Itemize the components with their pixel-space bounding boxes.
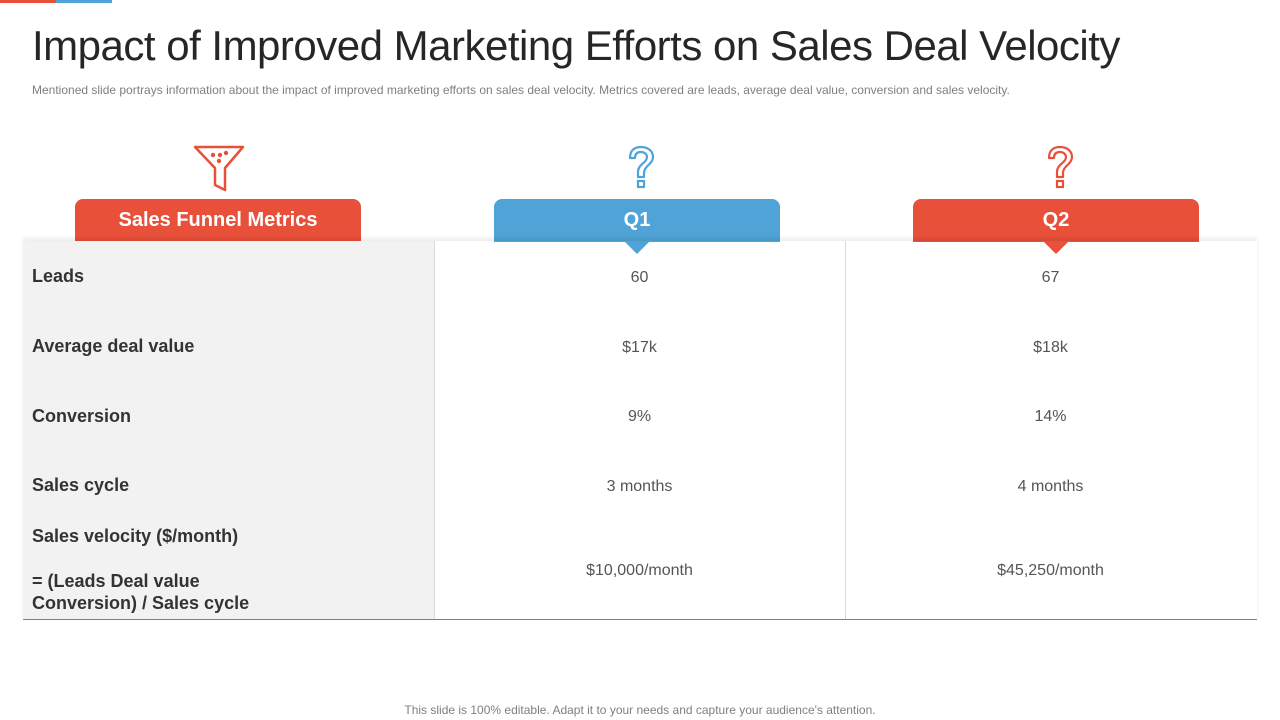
cell-q2-conversion: 14% (1034, 408, 1067, 425)
column-divider (434, 241, 435, 619)
row-label-sales-cycle: Sales cycle (32, 475, 130, 495)
row-label-leads: Leads (32, 266, 85, 286)
cell-q1-average-deal-value: $17k (622, 339, 657, 356)
accent-bar-blue (56, 0, 112, 3)
metrics-table: Leads 60 67 Average deal value $17k $18k… (23, 241, 1257, 620)
row-label-formula-line2: Conversion) / Sales cycle (32, 593, 250, 613)
row-label-conversion: Conversion (32, 406, 132, 426)
cell-q2-leads: 67 (1041, 269, 1060, 286)
funnel-icon (193, 144, 247, 194)
cell-q2-average-deal-value: $18k (1033, 339, 1068, 356)
header-q1: Q1 (494, 199, 780, 254)
cell-q1-leads: 60 (630, 269, 649, 286)
header-pointer (1044, 242, 1068, 254)
cell-q1-conversion: 9% (627, 408, 652, 425)
cell-q1-sales-cycle: 3 months (606, 478, 673, 495)
header-sales-funnel-metrics: Sales Funnel Metrics (75, 199, 361, 254)
row-label-sales-velocity: Sales velocity ($/month) (32, 526, 239, 546)
header-q2: Q2 (913, 199, 1199, 254)
header-pointer (625, 242, 649, 254)
cell-q2-sales-velocity: $45,250/month (997, 562, 1104, 579)
row-label-average-deal-value: Average deal value (32, 336, 195, 356)
page-subtitle: Mentioned slide portrays information abo… (32, 83, 1010, 97)
cell-q1-sales-velocity: $10,000/month (586, 562, 693, 579)
header-label: Q2 (1042, 209, 1070, 231)
column-divider (845, 241, 846, 619)
header-label: Sales Funnel Metrics (118, 209, 318, 231)
labels-column (23, 241, 434, 619)
page-title: Impact of Improved Marketing Efforts on … (32, 22, 1120, 69)
row-label-formula-line1: = (Leads Deal value (32, 571, 200, 591)
question-icon (1044, 144, 1076, 190)
cell-q2-sales-cycle: 4 months (1017, 478, 1084, 495)
footer-note: This slide is 100% editable. Adapt it to… (404, 703, 876, 717)
header-label: Q1 (623, 209, 651, 231)
question-icon (625, 144, 657, 190)
accent-bar-red (0, 0, 56, 3)
